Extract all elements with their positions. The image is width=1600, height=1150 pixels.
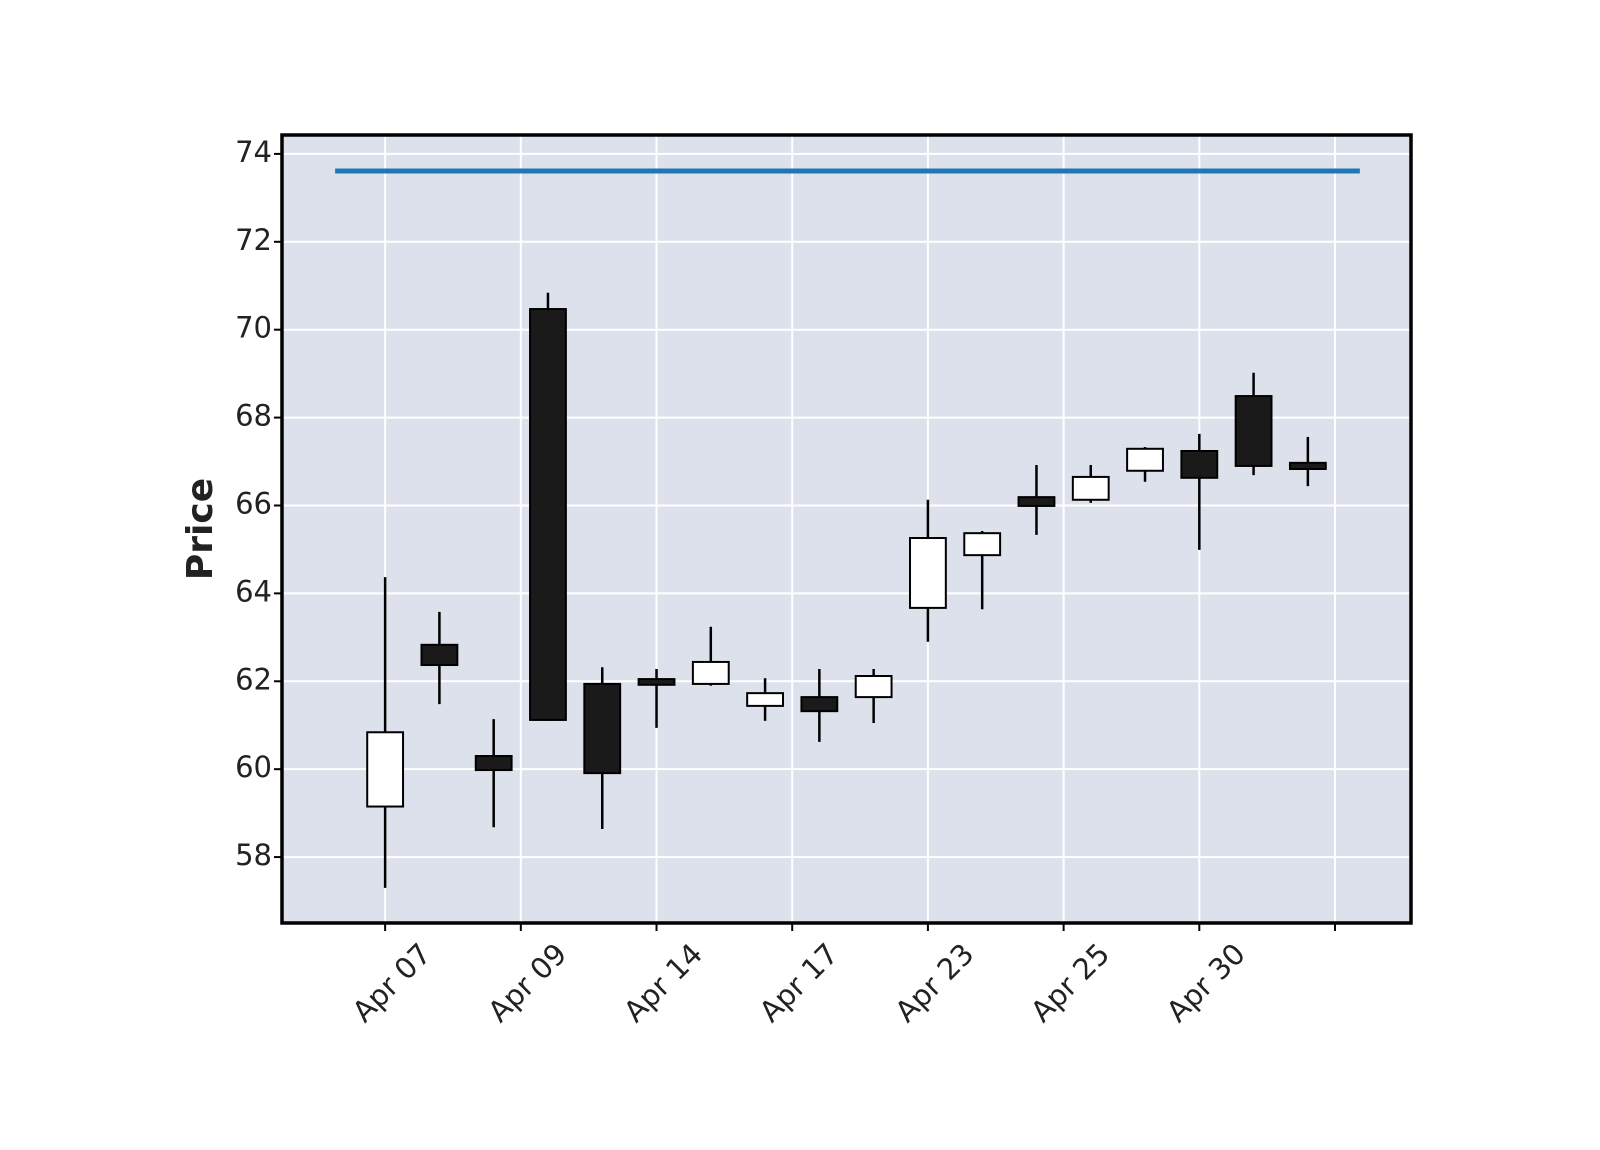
plot-background [282, 135, 1411, 923]
candle-body [691, 660, 730, 685]
candle-body [800, 696, 839, 713]
y-tick-label: 74 [235, 135, 272, 169]
x-tick-label: Apr 09 [481, 937, 573, 1029]
y-tick-label: 64 [235, 574, 272, 608]
y-tick-label: 70 [235, 311, 272, 345]
candle-body [583, 682, 622, 775]
plot-layer [282, 135, 1411, 923]
candle-body [474, 754, 513, 772]
y-tick-label: 58 [235, 838, 272, 872]
x-tick-label: Apr 14 [617, 937, 709, 1029]
candle-body [1180, 449, 1219, 479]
candle-body [366, 731, 405, 808]
candle-body [1017, 496, 1056, 507]
candle-body [529, 308, 567, 721]
candle-body [854, 675, 893, 699]
x-tick-label: Apr 17 [753, 937, 845, 1029]
y-tick-label: 62 [235, 662, 272, 696]
candle-body [420, 643, 459, 667]
y-axis-label: Price [180, 478, 221, 580]
plot-frame [280, 133, 1413, 925]
y-tick-label: 60 [235, 750, 272, 784]
y-tick-label: 72 [235, 223, 272, 257]
x-tick-label: Apr 30 [1160, 937, 1252, 1029]
candle-body [909, 537, 947, 609]
y-tick-label: 68 [235, 399, 272, 433]
x-tick-label: Apr 07 [346, 937, 438, 1029]
candle-body [1071, 475, 1110, 501]
candle-body [1234, 395, 1273, 467]
x-tick-label: Apr 25 [1024, 937, 1116, 1029]
y-tick-label: 66 [235, 486, 272, 520]
candle-body [1126, 447, 1164, 472]
candle-body [637, 678, 676, 686]
candle-body [1288, 461, 1327, 471]
candle-body [963, 532, 1002, 557]
x-tick-label: Apr 23 [888, 937, 980, 1029]
candle-body [746, 692, 784, 707]
